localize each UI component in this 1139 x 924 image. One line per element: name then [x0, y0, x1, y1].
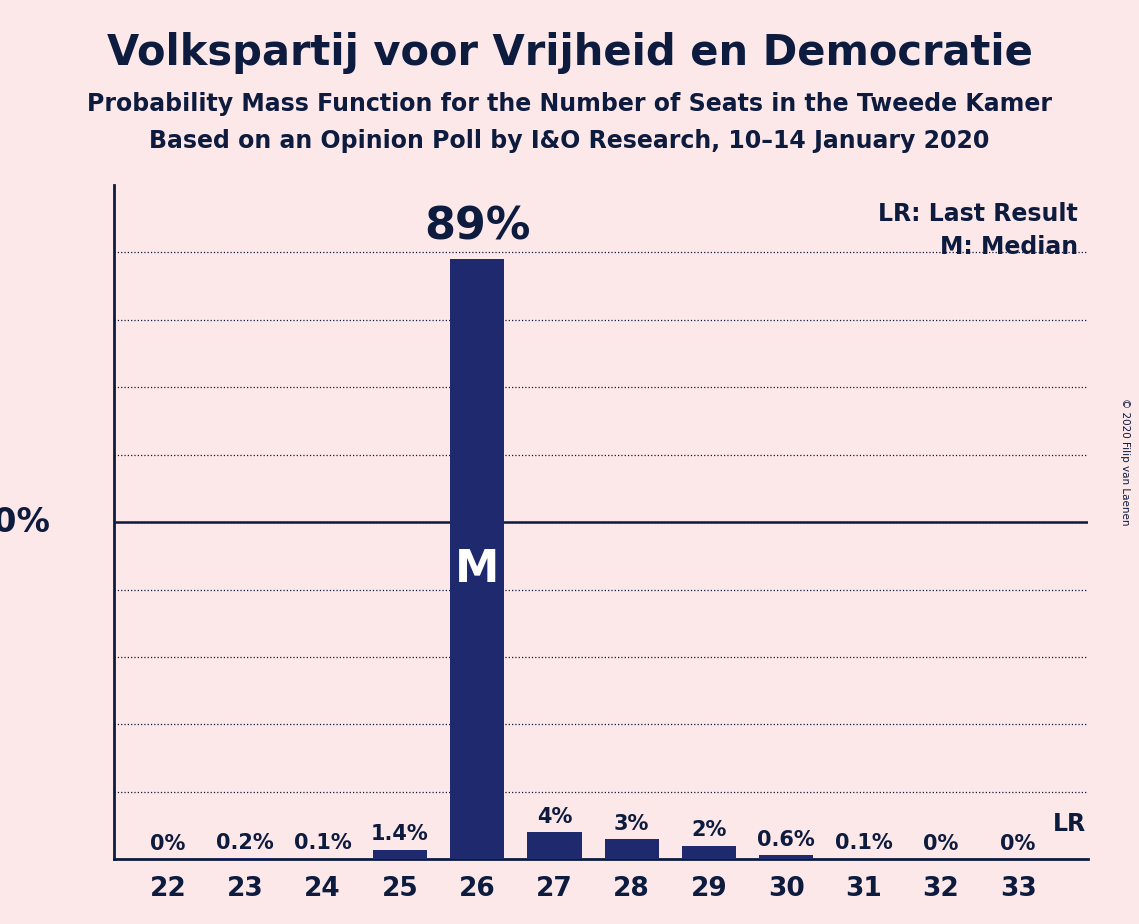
Text: LR: Last Result: LR: Last Result: [878, 201, 1077, 225]
Text: 0.6%: 0.6%: [757, 830, 816, 850]
Text: 2%: 2%: [691, 821, 727, 841]
Text: 0.2%: 0.2%: [216, 833, 274, 853]
Text: 0.1%: 0.1%: [835, 833, 893, 853]
Bar: [760, 856, 813, 859]
Text: Probability Mass Function for the Number of Seats in the Tweede Kamer: Probability Mass Function for the Number…: [87, 92, 1052, 116]
Text: Volkspartij voor Vrijheid en Democratie: Volkspartij voor Vrijheid en Democratie: [107, 32, 1032, 74]
Text: © 2020 Filip van Laenen: © 2020 Filip van Laenen: [1121, 398, 1130, 526]
Text: 89%: 89%: [424, 206, 531, 249]
Text: M: M: [454, 548, 499, 590]
Text: 0%: 0%: [150, 834, 186, 854]
Text: 0%: 0%: [924, 834, 959, 854]
Text: Based on an Opinion Poll by I&O Research, 10–14 January 2020: Based on an Opinion Poll by I&O Research…: [149, 129, 990, 153]
Text: 3%: 3%: [614, 814, 649, 833]
Text: M: Median: M: Median: [940, 236, 1077, 260]
Text: 50%: 50%: [0, 505, 50, 539]
Bar: [605, 839, 658, 859]
Bar: [219, 858, 272, 859]
Bar: [450, 259, 505, 859]
Text: 4%: 4%: [536, 807, 572, 827]
Bar: [682, 845, 736, 859]
Text: 0%: 0%: [1000, 834, 1035, 854]
Text: LR: LR: [1052, 812, 1087, 836]
Text: 1.4%: 1.4%: [371, 824, 428, 845]
Bar: [527, 833, 582, 859]
Bar: [372, 850, 427, 859]
Text: 0.1%: 0.1%: [294, 833, 352, 853]
